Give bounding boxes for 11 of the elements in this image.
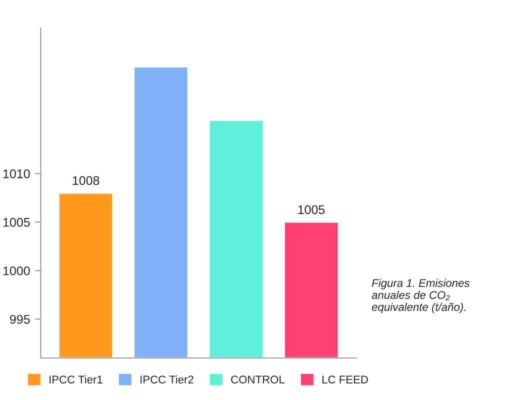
legend-label: CONTROL bbox=[231, 376, 285, 384]
y-tick-label: 1000 bbox=[3, 266, 30, 276]
y-tick-label: 995 bbox=[10, 314, 30, 324]
data-label: 1008 bbox=[72, 176, 100, 185]
y-tick-label: 1005 bbox=[3, 218, 30, 227]
text: Figura 1. Emisiones anuales de CO₂ equivalente (t/año). bbox=[372, 278, 470, 314]
y-tick-label: 1010 bbox=[3, 169, 30, 178]
legend-label: LC FEED bbox=[322, 376, 368, 384]
legend-label: IPCC Tier1 bbox=[50, 375, 102, 384]
data-label: 1005 bbox=[298, 205, 325, 214]
legend-label: IPCC Tier2 bbox=[140, 375, 194, 384]
